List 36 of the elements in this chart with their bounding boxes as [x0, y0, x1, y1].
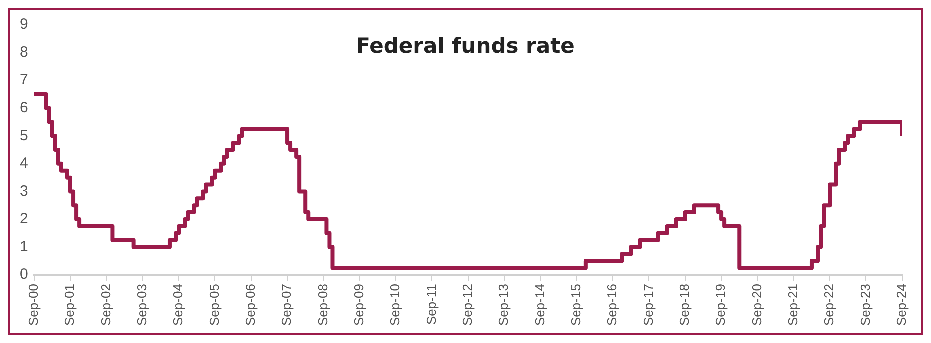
x-tick-label: Sep-17 [640, 284, 656, 326]
x-tick-label: Sep-20 [749, 284, 764, 326]
y-tick-label: 6 [20, 100, 28, 116]
x-tick-label: Sep-05 [206, 284, 222, 326]
y-tick-label: 2 [20, 210, 28, 228]
y-tick-label: 8 [20, 44, 28, 61]
y-tick-label: 3 [20, 182, 28, 200]
text: Federal funds rate [356, 34, 575, 58]
y-tick-label: 9 [20, 16, 28, 34]
x-tick-label: Sep-10 [388, 284, 403, 326]
x-tick-label: Sep-23 [858, 284, 873, 326]
x-tick-label: Sep-15 [568, 284, 584, 326]
y-tick-label: 4 [20, 155, 28, 172]
y-tick-label: 0 [20, 266, 28, 284]
x-tick-label: Sep-07 [279, 284, 294, 326]
x-tick-label: Sep-22 [822, 284, 837, 326]
x-tick-label: Sep-02 [98, 284, 114, 326]
x-tick-label: Sep-11 [424, 284, 439, 326]
x-tick-label: Sep-01 [62, 284, 78, 326]
x-tick-label: Sep-16 [604, 284, 620, 326]
y-tick-label: 1 [20, 238, 28, 256]
x-tick-label: Sep-00 [26, 284, 41, 326]
x-tick-label: Sep-19 [713, 284, 728, 326]
x-tick-label: Sep-09 [351, 284, 366, 326]
y-tick-label: 7 [20, 72, 28, 89]
x-tick-label: Sep-03 [134, 284, 150, 326]
x-tick-label: Sep-06 [242, 284, 258, 326]
y-tick-label: 5 [20, 127, 28, 144]
x-tick-label: Sep-21 [785, 284, 800, 326]
x-tick-label: Sep-14 [532, 284, 548, 326]
x-tick-label: Sep-18 [676, 284, 692, 326]
x-tick-label: Sep-12 [460, 284, 475, 326]
x-tick-label: Sep-04 [170, 284, 186, 326]
x-tick-label: Sep-08 [315, 284, 330, 326]
x-tick-label: Sep-24 [894, 284, 909, 326]
x-tick-label: Sep-13 [496, 284, 512, 326]
